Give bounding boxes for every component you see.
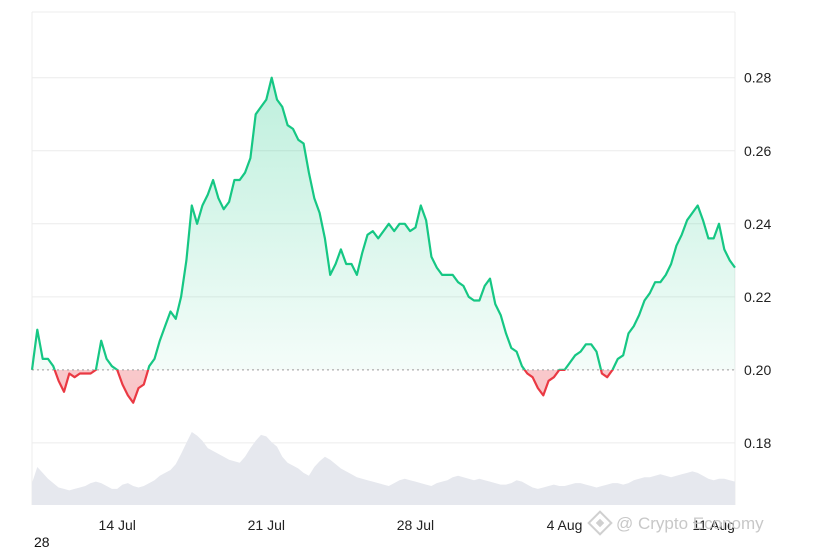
corner-label: 28 [34, 534, 50, 550]
x-tick-label: 21 Jul [248, 517, 285, 533]
x-tick-label: 14 Jul [99, 517, 136, 533]
x-tick-label: 4 Aug [547, 517, 583, 533]
watermark: @ Crypto Economy [587, 510, 764, 536]
y-tick-label: 0.20 [744, 362, 771, 378]
x-tick-label: 11 Aug [692, 517, 735, 533]
y-tick-label: 0.18 [744, 435, 771, 451]
y-axis-ticks: 0.18 0.20 0.22 0.24 0.26 0.28 [744, 70, 771, 451]
x-axis-ticks: 14 Jul 21 Jul 28 Jul 4 Aug 11 Aug [99, 517, 735, 533]
binance-diamond-icon [587, 510, 613, 536]
x-tick-label: 28 Jul [397, 517, 434, 533]
y-tick-label: 0.26 [744, 143, 771, 159]
y-tick-label: 0.22 [744, 289, 771, 305]
volume-fill [32, 432, 735, 505]
y-tick-label: 0.24 [744, 216, 771, 232]
price-line-up [30, 76, 736, 370]
volume-area [32, 432, 735, 505]
area-above-baseline [32, 77, 735, 370]
price-line [30, 76, 736, 404]
price-area [32, 77, 735, 403]
watermark-text: @ Crypto Economy [616, 514, 764, 533]
y-tick-label: 0.28 [744, 70, 771, 86]
